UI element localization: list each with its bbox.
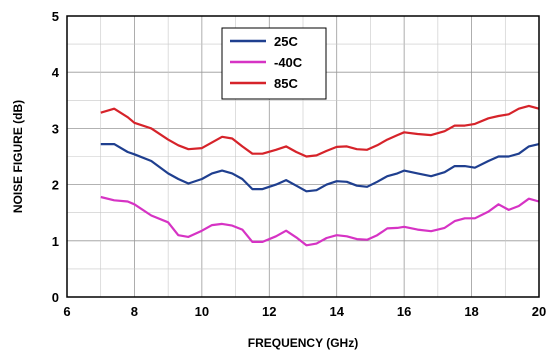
series-line-25C: [100, 143, 540, 193]
x-tick-label: 20: [532, 304, 546, 319]
series-layer: [100, 104, 540, 247]
series-line--40C: [100, 195, 540, 247]
y-axis-label: NOISE FIGURE (dB): [11, 100, 25, 213]
x-tick-label: 8: [131, 304, 138, 319]
x-tick-label: 6: [63, 304, 70, 319]
y-tick-label: 1: [52, 234, 59, 249]
x-tick-label: 10: [195, 304, 209, 319]
legend-label: 85C: [274, 76, 298, 91]
series-line-85C: [100, 104, 540, 158]
x-tick-label: 16: [397, 304, 411, 319]
y-tick-label: 3: [52, 121, 59, 136]
y-tick-label: 4: [52, 65, 60, 80]
x-tick-label: 18: [464, 304, 478, 319]
y-tick-label: 5: [52, 9, 59, 24]
y-tick-label: 0: [52, 290, 59, 305]
x-tick-label: 12: [262, 304, 276, 319]
plot-frame: [66, 15, 540, 298]
legend-label: -40C: [274, 55, 303, 70]
x-axis-label: FREQUENCY (GHz): [248, 336, 358, 350]
legend: 25C -40C 85C: [221, 27, 327, 100]
y-tick-label: 2: [52, 178, 59, 193]
x-tick-label: 14: [329, 304, 344, 319]
legend-label: 25C: [274, 34, 298, 49]
